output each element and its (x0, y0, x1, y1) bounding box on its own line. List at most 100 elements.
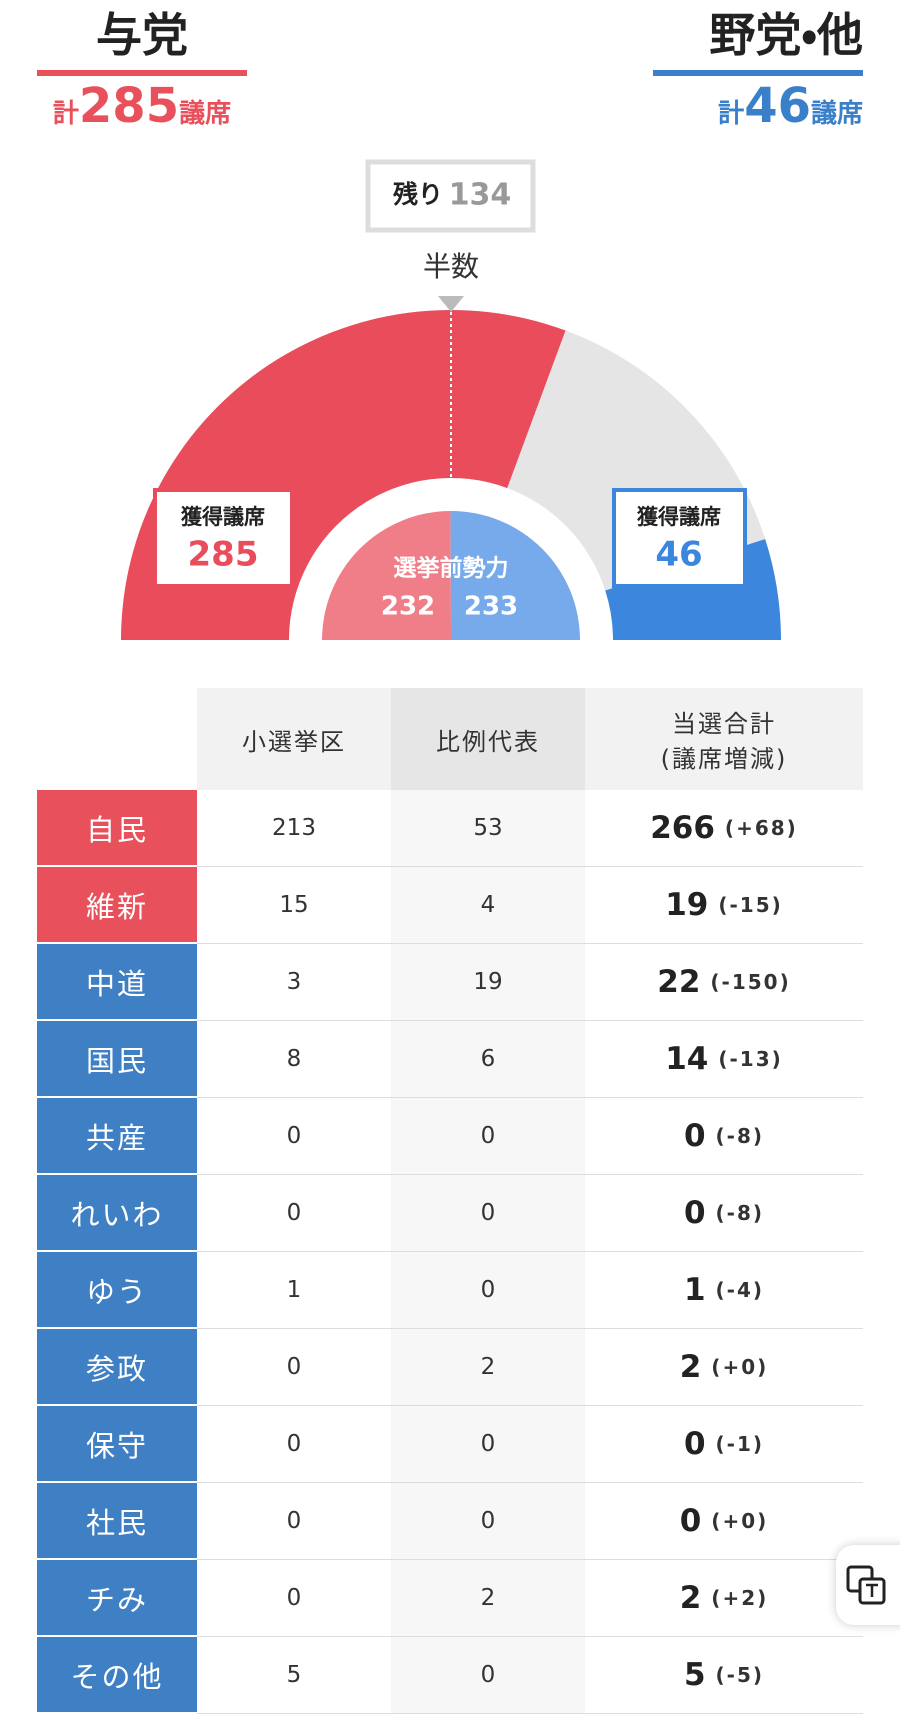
pr-cell: 6 (391, 1021, 585, 1098)
district-cell: 3 (197, 944, 391, 1021)
seats: 285 (78, 78, 180, 134)
results-table: 小選挙区 比例代表 当選合計 (議席増減) 自民 213 53 266 (+68) 維新 15 4 19… (37, 688, 863, 1714)
district-cell: 0 (197, 1560, 391, 1637)
ruling-header: 与党 計285議席 (37, 0, 247, 136)
district-cell: 0 (197, 1406, 391, 1483)
ruling-box (153, 488, 294, 588)
district-cell: 1 (197, 1252, 391, 1329)
total-value: 2 (679, 1349, 702, 1385)
total-value: 0 (679, 1503, 702, 1539)
party-cell: チみ (37, 1560, 197, 1637)
total-cell: 0 (-1) (585, 1406, 863, 1483)
prefix: 計 (718, 99, 745, 129)
remaining-label: 残り (392, 180, 443, 209)
remaining-value: 134 (449, 178, 512, 213)
pr-cell: 0 (391, 1252, 585, 1329)
prefix: 計 (52, 99, 79, 129)
pr-cell: 2 (391, 1560, 585, 1637)
total-value: 19 (665, 887, 709, 923)
previous-opposition: 233 (464, 592, 518, 622)
total-cell: 22 (-150) (585, 944, 863, 1021)
pr-cell: 2 (391, 1329, 585, 1406)
total-value: 5 (683, 1657, 706, 1693)
party-cell: 中道 (37, 944, 197, 1021)
change-value: (-1) (715, 1432, 765, 1456)
total-cell: 0 (-8) (585, 1098, 863, 1175)
total-cell: 0 (+0) (585, 1483, 863, 1560)
opposition-box-label: 獲得議席 (636, 505, 721, 529)
pr-cell: 0 (391, 1483, 585, 1560)
party-cell: 国民 (37, 1021, 197, 1098)
total-value: 1 (683, 1272, 706, 1308)
column-header: 比例代表 (391, 688, 585, 790)
column-label: 当選合計 (672, 710, 776, 738)
ruling-name: 与党 (96, 8, 188, 62)
remaining-box (365, 159, 536, 233)
district-cell: 0 (197, 1175, 391, 1252)
change-value: (-8) (715, 1124, 765, 1148)
change-value: (+2) (711, 1586, 769, 1610)
total-value: 0 (683, 1118, 706, 1154)
pr-cell: 19 (391, 944, 585, 1021)
ruling-total: 計285議席 (37, 76, 247, 136)
total-value: 266 (650, 810, 715, 846)
column-header: 当選合計 (議席増減) (585, 688, 863, 790)
change-value: (+0) (711, 1355, 769, 1379)
district-cell: 8 (197, 1021, 391, 1098)
opposition-name: 野党・他 (709, 8, 863, 62)
party-cell: ゆう (37, 1252, 197, 1329)
ruling-box-label: 獲得議席 (180, 505, 265, 529)
total-value: 14 (665, 1041, 709, 1077)
party-cell: 保守 (37, 1406, 197, 1483)
total-value: 2 (679, 1580, 702, 1616)
pr-cell: 0 (391, 1637, 585, 1714)
district-cell: 0 (197, 1483, 391, 1560)
pr-cell: 4 (391, 867, 585, 944)
half-label: 半数 (423, 250, 479, 283)
translate-icon (846, 1565, 886, 1605)
half-marker (438, 296, 464, 312)
change-value: (-5) (715, 1663, 765, 1687)
district-cell: 0 (197, 1329, 391, 1406)
previous-strength (322, 511, 580, 640)
change-value: (-4) (715, 1278, 765, 1302)
total-cell: 0 (-8) (585, 1175, 863, 1252)
seats: 46 (744, 78, 811, 134)
district-cell: 15 (197, 867, 391, 944)
corner-cell (37, 688, 197, 790)
total-value: 0 (683, 1426, 706, 1462)
total-cell: 266 (+68) (585, 790, 863, 867)
translate-button[interactable] (836, 1545, 900, 1625)
previous-ruling-half (322, 511, 451, 640)
column-label: 小選挙区 (242, 727, 346, 756)
party-cell: 維新 (37, 867, 197, 944)
pr-cell: 0 (391, 1098, 585, 1175)
party-cell: 社民 (37, 1483, 197, 1560)
party-cell: れいわ (37, 1175, 197, 1252)
change-value: (-8) (715, 1201, 765, 1225)
change-value: (-150) (710, 970, 791, 994)
party-cell: その他 (37, 1637, 197, 1714)
ruling-box-value: 285 (188, 535, 259, 575)
total-cell: 1 (-4) (585, 1252, 863, 1329)
total-cell: 14 (-13) (585, 1021, 863, 1098)
total-cell: 19 (-15) (585, 867, 863, 944)
column-sub: (議席増減) (660, 745, 788, 773)
ruling-bar (37, 70, 247, 76)
total-cell: 5 (-5) (585, 1637, 863, 1714)
unit: 議席 (179, 99, 232, 129)
change-value: (-15) (718, 893, 783, 917)
opposition-header: 野党・他 計46議席 (653, 0, 863, 136)
total-value: 0 (683, 1195, 706, 1231)
total-cell: 2 (+0) (585, 1329, 863, 1406)
column-header: 小選挙区 (197, 688, 391, 790)
district-cell: 0 (197, 1098, 391, 1175)
district-cell: 5 (197, 1637, 391, 1714)
previous-label: 選挙前勢力 (394, 555, 509, 582)
opposition-bar (653, 70, 863, 76)
change-value: (+0) (711, 1509, 769, 1533)
previous-opposition-half (450, 511, 580, 640)
district-cell: 213 (197, 790, 391, 867)
previous-ruling: 232 (381, 592, 435, 622)
